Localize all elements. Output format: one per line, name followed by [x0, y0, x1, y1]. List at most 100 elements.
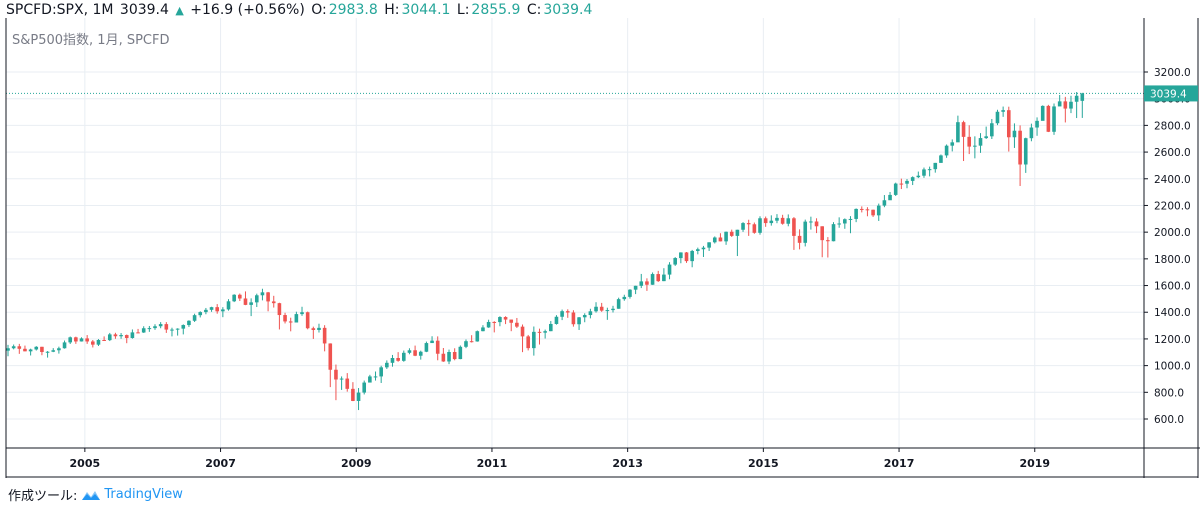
- x-tick-label: 2007: [205, 457, 236, 470]
- candle-body: [271, 301, 276, 304]
- candle-body: [447, 352, 451, 362]
- candle: [181, 324, 186, 335]
- candle-body: [599, 306, 604, 311]
- candle-body: [967, 136, 972, 147]
- candle: [967, 125, 972, 155]
- x-tick-label: 2017: [884, 457, 915, 470]
- candle-body: [594, 306, 598, 312]
- candle: [91, 339, 95, 348]
- candle: [334, 364, 338, 401]
- candle: [356, 388, 361, 411]
- candle-body: [656, 274, 661, 282]
- candle: [616, 297, 621, 309]
- candle-body: [679, 252, 683, 259]
- candle-body: [532, 331, 536, 349]
- candle-body: [1057, 101, 1062, 107]
- candle-body: [198, 312, 203, 316]
- candle-body: [515, 322, 519, 327]
- candle: [571, 310, 576, 327]
- candle: [520, 324, 525, 353]
- price-axis[interactable]: 3200.03000.02800.02600.02400.02200.02000…: [1144, 67, 1198, 426]
- x-tick-label: 2013: [612, 457, 643, 470]
- candle: [1023, 137, 1028, 173]
- x-tick-label: 2009: [341, 457, 372, 470]
- candle: [633, 285, 638, 295]
- candle-body: [633, 285, 638, 290]
- candle-body: [786, 218, 791, 224]
- candle: [277, 302, 282, 330]
- candle-body: [91, 341, 95, 345]
- candle-body: [401, 352, 406, 361]
- candle: [684, 252, 689, 263]
- candle: [1029, 123, 1034, 142]
- candle: [147, 325, 152, 332]
- candlestick-chart[interactable]: 3200.03000.02800.02600.02400.02200.02000…: [0, 18, 1200, 478]
- candle: [226, 299, 231, 311]
- candle-body: [322, 327, 327, 344]
- candle-body: [803, 221, 808, 243]
- candle: [96, 339, 101, 346]
- candle: [266, 291, 270, 312]
- candle-body: [809, 221, 813, 223]
- candle: [888, 191, 892, 201]
- candle-body: [820, 226, 824, 241]
- candle: [735, 229, 740, 257]
- candle: [859, 206, 864, 213]
- candle-body: [238, 294, 242, 299]
- candle: [803, 219, 808, 247]
- y-tick-label: 1200.0: [1154, 334, 1191, 346]
- y-tick-label: 2800.0: [1154, 120, 1191, 132]
- candle-body: [351, 388, 355, 401]
- tradingview-link[interactable]: TradingView: [81, 487, 183, 502]
- candle: [1018, 125, 1022, 186]
- candle-body: [899, 183, 904, 185]
- candle: [238, 293, 242, 302]
- candle-body: [729, 231, 734, 236]
- candle-body: [136, 332, 140, 334]
- candle: [362, 380, 367, 395]
- candle: [249, 298, 253, 317]
- candle: [865, 207, 870, 217]
- candle: [990, 118, 994, 139]
- candle: [158, 322, 163, 329]
- candle-body: [328, 343, 333, 370]
- candle-body: [215, 307, 220, 312]
- candle: [1057, 94, 1062, 107]
- candle: [871, 209, 875, 217]
- candle-body: [74, 337, 78, 342]
- candle: [537, 328, 542, 345]
- candle-body: [413, 350, 417, 356]
- candle: [379, 365, 383, 383]
- candle-body: [837, 223, 841, 225]
- candle: [351, 382, 355, 402]
- candle-body: [435, 340, 440, 354]
- candle: [831, 222, 836, 242]
- candle: [294, 311, 299, 323]
- candle-body: [232, 294, 236, 302]
- candle: [718, 233, 723, 242]
- candle: [582, 313, 587, 323]
- y-tick-label: 2600.0: [1154, 147, 1191, 159]
- candle-body: [385, 362, 389, 368]
- candle-body: [113, 334, 118, 337]
- candle-body: [283, 315, 287, 322]
- candle-body: [62, 342, 67, 349]
- candle: [1074, 92, 1079, 119]
- symbol-label[interactable]: SPCFD:SPX, 1M: [6, 2, 114, 18]
- time-axis[interactable]: 2005 2007 2009 2011 2013 2015 2017 2019: [70, 448, 1051, 470]
- candle: [707, 242, 711, 251]
- candle-body: [628, 289, 632, 297]
- low-value: 2855.9: [471, 2, 521, 18]
- candle: [577, 317, 581, 330]
- candle: [317, 323, 321, 333]
- candle-body: [68, 337, 72, 343]
- candle-body: [1001, 110, 1005, 112]
- candle: [68, 336, 72, 344]
- candle-body: [1029, 127, 1034, 139]
- candle: [328, 343, 333, 388]
- candle-body: [254, 295, 259, 303]
- candle: [820, 226, 824, 258]
- candle: [1012, 123, 1017, 148]
- candle-body: [311, 328, 316, 330]
- candle: [464, 339, 468, 349]
